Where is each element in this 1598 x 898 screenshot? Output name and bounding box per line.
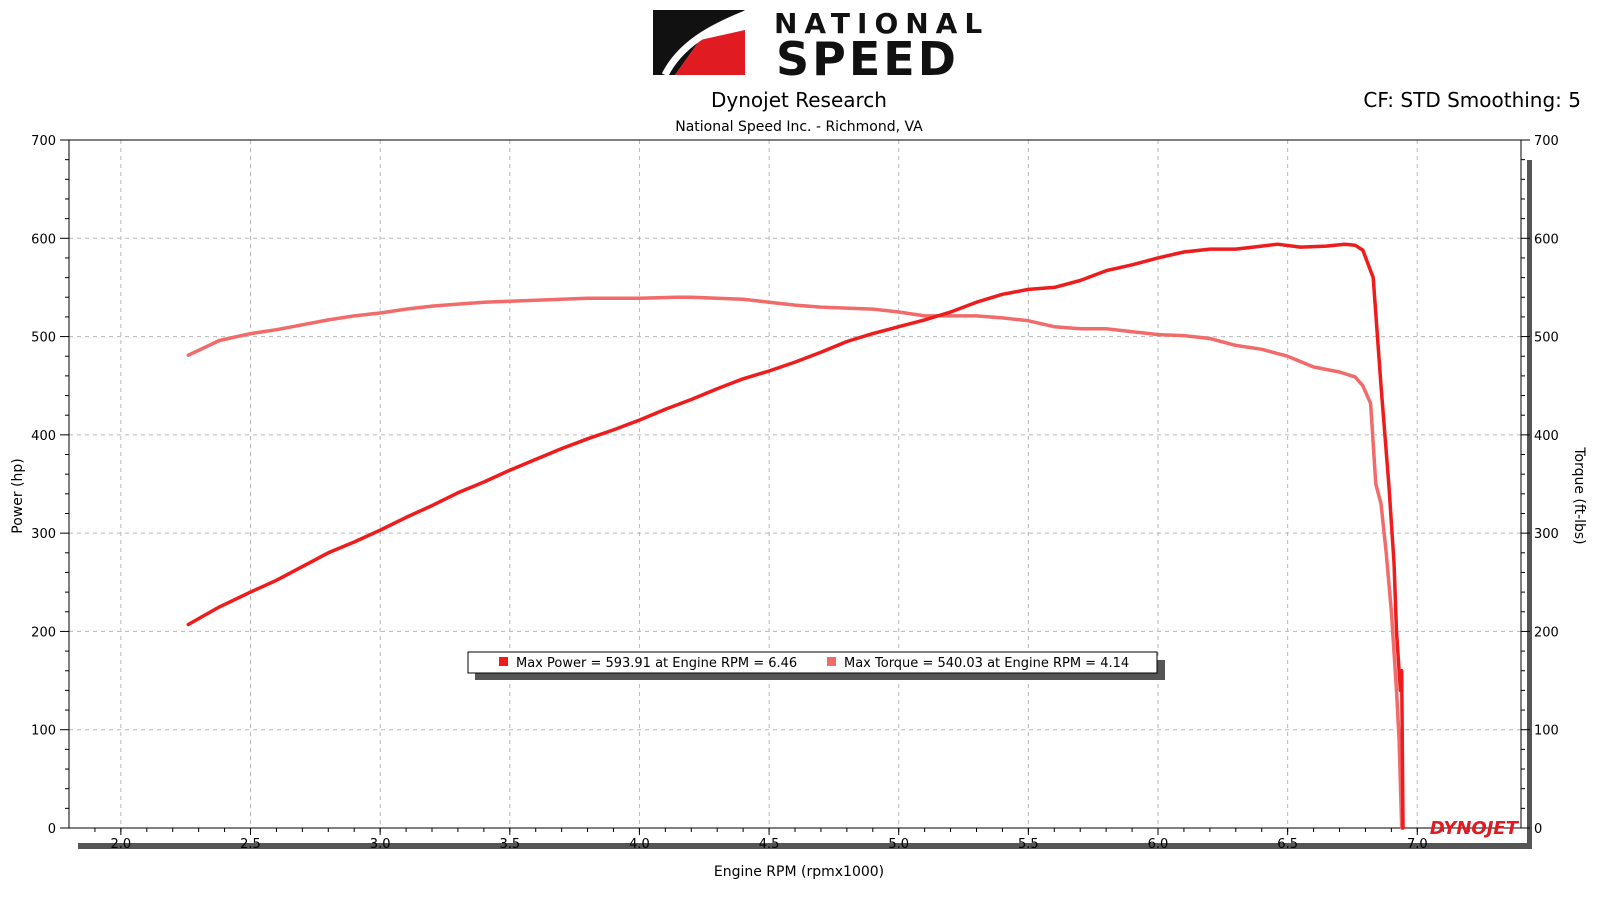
x-tick-label: 5.5 bbox=[1018, 837, 1039, 852]
y-tick-label-right: 100 bbox=[1534, 724, 1559, 739]
y-tick-label-right: 700 bbox=[1534, 134, 1559, 149]
x-tick-label: 2.5 bbox=[240, 837, 261, 852]
logo-text-speed: SPEED bbox=[776, 32, 959, 86]
x-axis-label: Engine RPM (rpmx1000) bbox=[714, 864, 884, 880]
series-line-torque bbox=[186, 295, 1404, 830]
dynojet-watermark: DYNOJET bbox=[1430, 818, 1520, 839]
y-tick-label-left: 300 bbox=[31, 527, 56, 542]
series-line-power bbox=[186, 242, 1405, 830]
plot-shadow-right bbox=[1527, 160, 1532, 843]
x-tick-label: 3.5 bbox=[499, 837, 520, 852]
chart-title: Dynojet Research bbox=[711, 88, 887, 112]
y-tick-label-left: 200 bbox=[31, 625, 56, 640]
x-tick-label: 2.0 bbox=[111, 837, 132, 852]
y-tick-label-left: 100 bbox=[31, 724, 56, 739]
x-tick-label: 4.0 bbox=[629, 837, 650, 852]
y-tick-label-left: 400 bbox=[31, 429, 56, 444]
y-tick-label-right: 600 bbox=[1534, 232, 1559, 247]
legend-swatch-power bbox=[499, 657, 508, 666]
grid-lines bbox=[69, 139, 1521, 828]
logo-text-national: NATIONAL bbox=[774, 7, 989, 40]
y-tick-label-right: 400 bbox=[1534, 429, 1559, 444]
legend-box bbox=[467, 651, 1158, 674]
y-axis-label: Power (hp) bbox=[10, 458, 26, 533]
legend-entry-power: Max Power = 593.91 at Engine RPM = 6.46 bbox=[516, 656, 797, 671]
y2-axis-label: Torque (ft-lbs) bbox=[1571, 446, 1587, 544]
legend-entry-torque: Max Torque = 540.03 at Engine RPM = 4.14 bbox=[844, 656, 1129, 671]
y-tick-label-left: 500 bbox=[31, 331, 56, 346]
settings-readout: CF: STD Smoothing: 5 bbox=[1363, 88, 1581, 112]
y-tick-label-left: 0 bbox=[48, 822, 56, 837]
y-tick-label-right: 500 bbox=[1534, 331, 1559, 346]
x-tick-label: 5.0 bbox=[888, 837, 909, 852]
y-tick-label-right: 300 bbox=[1534, 527, 1559, 542]
axes: 2.0 2.5 3.0 3.5 4.0 4.5 5.0 5.5 6.0 6.5 7.0 0 0 100 10… bbox=[31, 134, 1559, 852]
x-tick-label: 7.0 bbox=[1407, 837, 1428, 852]
chart-subtitle: National Speed Inc. - Richmond, VA bbox=[675, 119, 923, 135]
legend: Max Power = 593.91 at Engine RPM = 6.46 … bbox=[467, 651, 1165, 680]
plot-border bbox=[68, 139, 1522, 829]
y-tick-label-right: 0 bbox=[1534, 822, 1542, 837]
x-tick-label: 6.5 bbox=[1277, 837, 1298, 852]
national-speed-logo: NATIONAL SPEED bbox=[653, 7, 989, 86]
y-tick-label-left: 600 bbox=[31, 232, 56, 247]
x-tick-label: 6.0 bbox=[1148, 837, 1169, 852]
x-tick-label: 3.0 bbox=[370, 837, 391, 852]
plot-shadow-bottom bbox=[78, 843, 1532, 849]
series-layer bbox=[186, 242, 1405, 830]
legend-swatch-torque bbox=[827, 657, 836, 666]
y-tick-label-left: 700 bbox=[31, 134, 56, 149]
x-tick-label: 4.5 bbox=[759, 837, 780, 852]
y-tick-label-right: 200 bbox=[1534, 625, 1559, 640]
